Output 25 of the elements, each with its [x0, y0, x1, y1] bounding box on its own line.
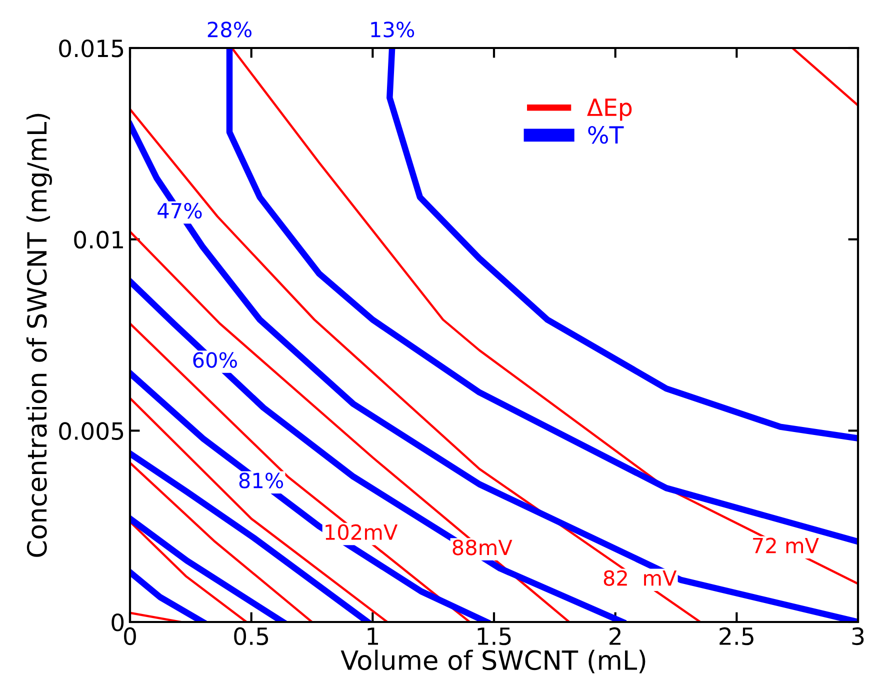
y-axis-title: Concentration of SWCNT (mg/mL) — [26, 114, 52, 557]
y-tick-label: 0.015 — [59, 39, 124, 58]
x-tick-label: 0 — [124, 627, 136, 646]
x-tick-label: 1.5 — [478, 628, 511, 646]
annotation: 88mV — [452, 540, 512, 556]
annotation: 102mV — [326, 524, 398, 540]
x-tick-label: 0.5 — [234, 627, 268, 646]
annotation: 82 mV — [604, 570, 677, 586]
x-axis-title: Volume of SWCNT (mL) — [340, 650, 646, 674]
legend-label: ΔEp — [587, 98, 632, 121]
annotation: 60% — [193, 352, 237, 368]
annotation: 81% — [239, 472, 284, 488]
y-tick-label: 0.01 — [74, 230, 123, 249]
legend-label: %T — [588, 126, 624, 144]
annotation: 28% — [208, 22, 252, 38]
x-tick-label: 2 — [610, 627, 620, 645]
annotation: 47% — [158, 202, 202, 219]
line-series — [130, 230, 570, 622]
y-tick-label: 0.005 — [59, 422, 124, 440]
annotation: 13% — [371, 22, 414, 38]
x-tick-label: 1 — [368, 628, 378, 645]
x-tick-label: 2.5 — [720, 627, 754, 646]
y-tick-label: 0 — [112, 613, 124, 632]
x-tick-label: 3 — [852, 627, 864, 646]
annotation: 72 mV — [753, 538, 819, 554]
